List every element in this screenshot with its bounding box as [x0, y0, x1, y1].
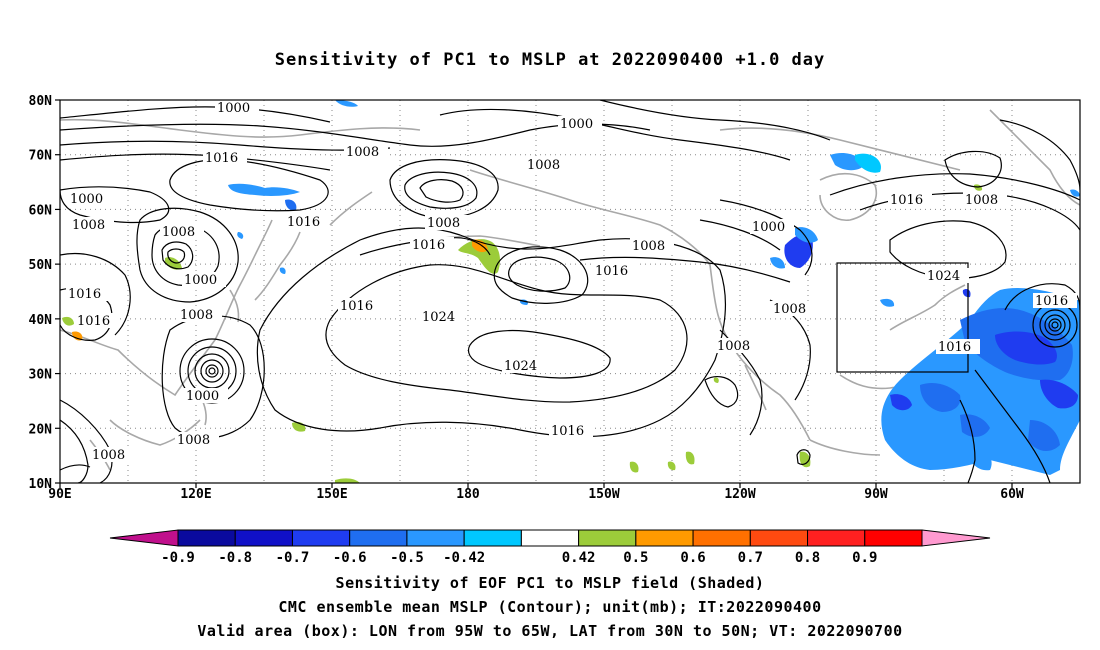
- contour-label: 1008: [177, 433, 210, 448]
- lat-tick-label: 70N: [29, 149, 53, 164]
- colorbar-tick-label: 0.6: [680, 550, 705, 566]
- contour-label: 1008: [180, 308, 213, 323]
- colorbar-segment: [921, 529, 991, 547]
- contour-label: 1000: [70, 192, 103, 207]
- colorbar-tick-label: 0.5: [623, 550, 648, 566]
- chart-title: Sensitivity of PC1 to MSLP at 2022090400…: [274, 50, 826, 70]
- colorbar-tick-label: 0.8: [795, 550, 820, 566]
- contour-label: 1000: [184, 273, 217, 288]
- colorbar-tick-label: 0.9: [852, 550, 877, 566]
- contour-label: 1016: [551, 424, 584, 439]
- lon-tick-label: 150E: [316, 487, 347, 502]
- colorbar-segment: [864, 529, 923, 547]
- contour-label: 1024: [422, 310, 455, 325]
- lat-tick-label: 30N: [29, 368, 53, 383]
- contour-label: 1016: [287, 215, 320, 230]
- contour-label: 1000: [560, 117, 593, 132]
- lat-tick-label: 40N: [29, 313, 53, 328]
- lon-tick-label: 120E: [180, 487, 211, 502]
- colorbar-segment: [291, 529, 351, 547]
- contour-label: 1008: [717, 339, 750, 354]
- contour-label: 1016: [340, 299, 373, 314]
- mslp-contours: [60, 100, 1080, 483]
- contour-labels: 1000 1000 1008 1016 1008 1000 1016 1008 …: [66, 100, 1077, 463]
- colorbar-tick-label: -0.6: [333, 550, 367, 566]
- colorbar: -0.9 -0.8 -0.7 -0.6 -0.5 -0.42 0.42 0.5 0.6 0.7 0.…: [109, 529, 991, 566]
- contour-label: 1000: [186, 389, 219, 404]
- lat-tick-label: 10N: [29, 477, 53, 492]
- lat-axis: 80N 70N 60N 50N 40N 30N 20N 10N: [29, 94, 60, 492]
- contour-label: 1008: [92, 448, 125, 463]
- contour-label: 1016: [205, 151, 238, 166]
- contour-label: 1008: [72, 218, 105, 233]
- contour-label: 1024: [504, 359, 537, 374]
- colorbar-segment: [463, 529, 522, 547]
- contour-label: 1008: [162, 225, 195, 240]
- map-frame: [59, 99, 1081, 484]
- contour-label: 1008: [427, 216, 460, 231]
- lon-tick-label: 90E: [48, 487, 71, 502]
- lon-tick-label: 150W: [588, 487, 619, 502]
- contour-label: 1008: [773, 302, 806, 317]
- colorbar-tick-label: -0.9: [161, 550, 195, 566]
- colorbar-segment: [749, 529, 809, 547]
- contour-label: 1024: [927, 269, 960, 284]
- colorbar-segment: [349, 529, 408, 547]
- colorbar-segment: [234, 529, 293, 547]
- caption-line-1: Sensitivity of EOF PC1 to MSLP field (Sh…: [335, 574, 765, 592]
- contour-label: 1008: [965, 193, 998, 208]
- contour-label: 1016: [77, 314, 110, 329]
- lat-tick-label: 50N: [29, 258, 53, 273]
- contour-label: 1016: [890, 193, 923, 208]
- colorbar-segment: [177, 529, 236, 547]
- colorbar-tick-label: 0.7: [738, 550, 763, 566]
- colorbar-segment: [692, 529, 751, 547]
- contour-label: 1016: [68, 287, 101, 302]
- colorbar-segment: [635, 529, 694, 547]
- contour-label: 1016: [938, 340, 971, 355]
- colorbar-segment: [406, 529, 465, 547]
- contour-label: 1016: [595, 264, 628, 279]
- contour-label: 1000: [217, 101, 250, 116]
- contour-label: 1008: [346, 145, 379, 160]
- colorbar-tick-label: 0.42: [562, 550, 596, 566]
- lat-tick-label: 80N: [29, 94, 53, 109]
- lon-tick-label: 120W: [724, 487, 755, 502]
- colorbar-tick-label: -0.42: [443, 550, 485, 566]
- caption-line-2: CMC ensemble mean MSLP (Contour); unit(m…: [278, 598, 822, 616]
- lat-tick-label: 20N: [29, 422, 53, 437]
- valid-area-box: [836, 262, 969, 373]
- caption-line-3: Valid area (box): LON from 95W to 65W, L…: [197, 622, 903, 640]
- colorbar-tick-label: -0.5: [390, 550, 424, 566]
- colorbar-tick-label: -0.8: [218, 550, 252, 566]
- lon-tick-label: 60W: [1000, 487, 1024, 502]
- lat-tick-label: 60N: [29, 203, 53, 218]
- contour-label: 1008: [632, 239, 665, 254]
- colorbar-tick-label: -0.7: [276, 550, 310, 566]
- lon-tick-label: 90W: [864, 487, 888, 502]
- lon-axis: 90E 120E 150E 180 150W 120W 90W 60W: [48, 483, 1024, 502]
- contour-label: 1000: [752, 220, 785, 235]
- contour-label: 1016: [1035, 294, 1068, 309]
- colorbar-segment: [109, 529, 179, 547]
- contour-label: 1016: [412, 238, 445, 253]
- colorbar-segment: [520, 529, 580, 547]
- coastlines: [60, 109, 1080, 471]
- sensitivity-shading: [62, 100, 1080, 483]
- colorbar-segment: [578, 529, 637, 547]
- contour-label: 1008: [527, 158, 560, 173]
- lon-tick-label: 180: [456, 487, 480, 502]
- colorbar-segment: [807, 529, 866, 547]
